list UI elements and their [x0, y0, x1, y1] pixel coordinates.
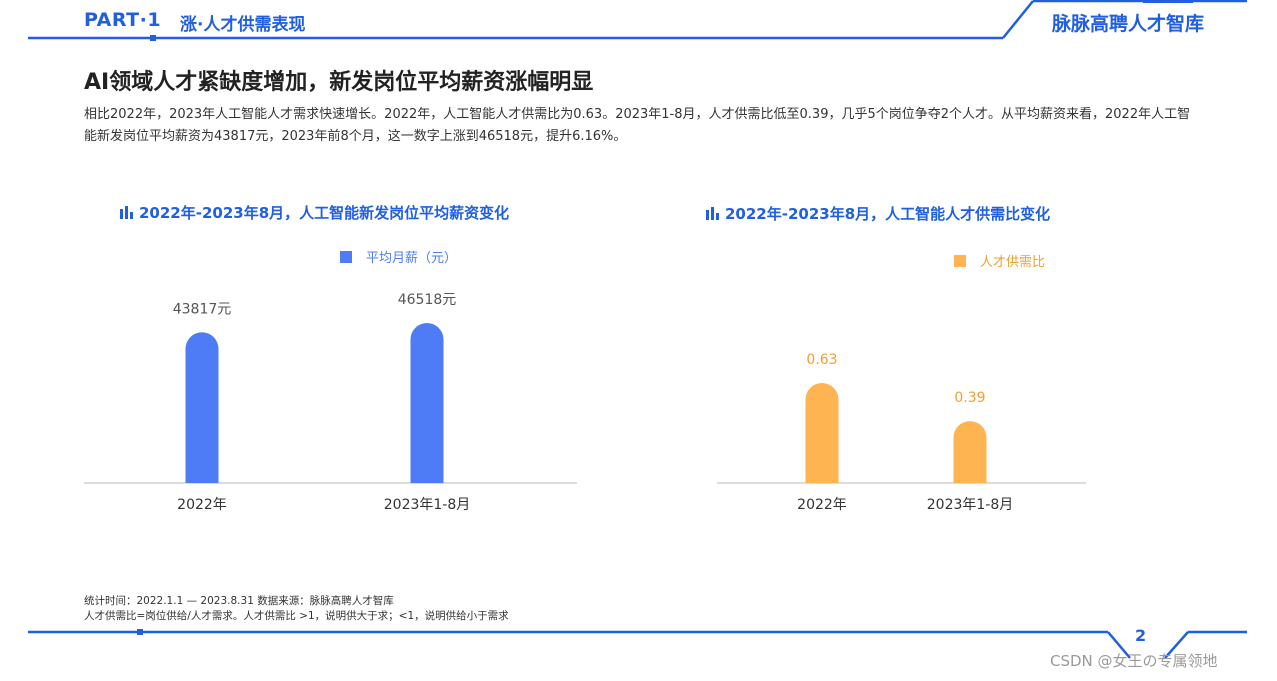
chart-1-data-label: 46518元 — [398, 292, 457, 308]
bar-chart-icon — [706, 206, 719, 224]
footnote-source: 统计时间：2022.1.1 — 2023.8.31 数据来源：脉脉高聘人才智库 — [84, 595, 394, 607]
bar-chart-icon — [120, 205, 133, 223]
chart-2-data-label: 0.39 — [954, 390, 985, 406]
chart-1-legend: 平均月薪（元） — [340, 247, 457, 266]
legend-swatch — [954, 255, 966, 267]
chart-2-x-tick-label: 2022年 — [797, 497, 847, 513]
legend-swatch — [340, 251, 352, 263]
chart-2-bar — [805, 383, 839, 483]
chart-1-title: 2022年-2023年8月，人工智能新发岗位平均薪资变化 — [120, 202, 509, 223]
chart-2-bar — [953, 421, 987, 483]
chart-2-title-text: 2022年-2023年8月，人工智能人才供需比变化 — [725, 205, 1051, 223]
chart-2-title: 2022年-2023年8月，人工智能人才供需比变化 — [706, 203, 1050, 224]
chart-1-x-tick-label: 2022年 — [177, 497, 227, 513]
header-frame — [28, 0, 1247, 41]
chart-2-data-label: 0.63 — [806, 352, 837, 368]
watermark: CSDN @女王の专属领地 — [1050, 652, 1218, 670]
legend-label: 人才供需比 — [980, 255, 1046, 270]
chart-1-bar — [185, 332, 219, 483]
chart-2-legend: 人才供需比 — [954, 251, 1045, 270]
footnote: 统计时间：2022.1.1 — 2023.8.31 数据来源：脉脉高聘人才智库 … — [84, 594, 509, 624]
chart-1-data-label: 43817元 — [173, 301, 232, 317]
intro-paragraph: 相比2022年，2023年人工智能人才需求快速增长。2022年，人工智能人才供需… — [84, 107, 1191, 144]
footer-frame — [28, 629, 1247, 659]
chart-1-x-tick-label: 2023年1-8月 — [384, 497, 471, 513]
page-number: 2 — [1135, 626, 1147, 645]
page-title: AI领域人才紧缺度增加，新发岗位平均薪资涨幅明显 — [84, 70, 594, 95]
footnote-definition: 人才供需比=岗位供给/人才需求。人才供需比 >1，说明供大于求；<1，说明供给小… — [84, 610, 509, 622]
header-section-title: 涨·人才供需表现 — [180, 15, 306, 35]
legend-label: 平均月薪（元） — [366, 251, 458, 266]
header-part-label: PART·1 — [84, 9, 162, 31]
chart-1-title-text: 2022年-2023年8月，人工智能新发岗位平均薪资变化 — [139, 204, 510, 222]
chart-1-bar — [410, 323, 444, 483]
chart-2-x-tick-label: 2023年1-8月 — [927, 497, 1014, 513]
header-brand: 脉脉高聘人才智库 — [1052, 13, 1205, 35]
